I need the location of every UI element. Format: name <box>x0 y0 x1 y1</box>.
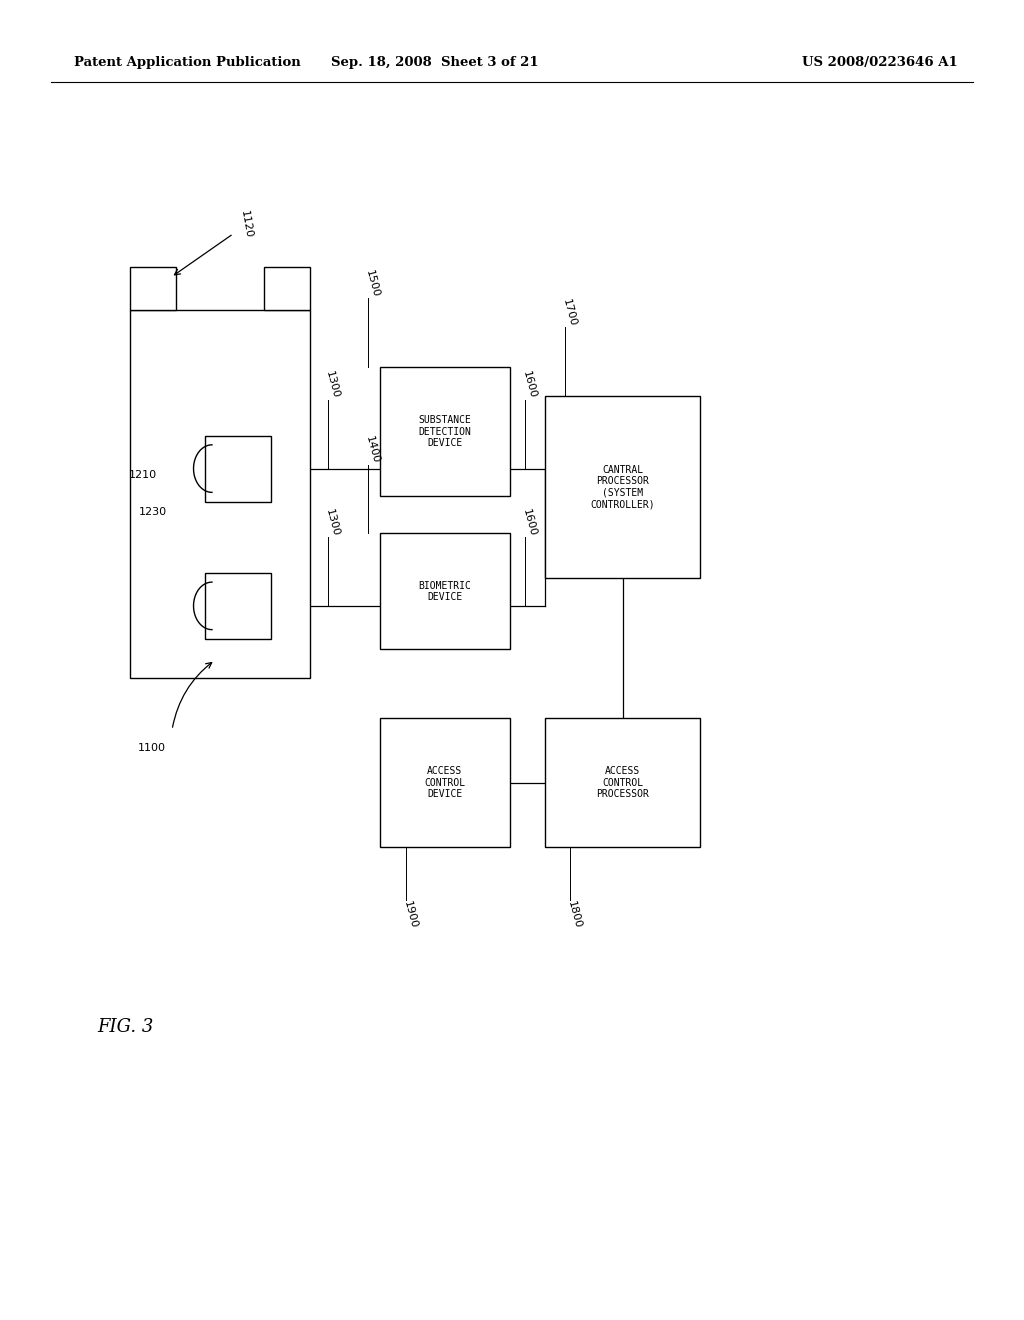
Text: 1230: 1230 <box>139 507 167 517</box>
Bar <box>130 310 310 678</box>
Bar <box>380 533 510 649</box>
Text: US 2008/0223646 A1: US 2008/0223646 A1 <box>802 55 957 69</box>
Text: 1120: 1120 <box>239 210 253 239</box>
Bar <box>205 436 271 502</box>
Bar <box>205 573 271 639</box>
Text: 1400: 1400 <box>364 434 381 465</box>
Text: 1500: 1500 <box>364 269 381 298</box>
Bar <box>545 718 700 847</box>
Text: ACCESS
CONTROL
PROCESSOR: ACCESS CONTROL PROCESSOR <box>596 766 649 800</box>
Text: 1600: 1600 <box>521 508 539 537</box>
Text: 1300: 1300 <box>324 371 341 400</box>
Text: Patent Application Publication: Patent Application Publication <box>74 55 300 69</box>
Text: 1800: 1800 <box>566 900 584 931</box>
Text: Sep. 18, 2008  Sheet 3 of 21: Sep. 18, 2008 Sheet 3 of 21 <box>332 55 539 69</box>
Bar <box>130 267 176 310</box>
Text: FIG. 3: FIG. 3 <box>97 1018 154 1036</box>
Text: SUBSTANCE
DETECTION
DEVICE: SUBSTANCE DETECTION DEVICE <box>419 414 471 449</box>
Text: CANTRAL
PROCESSOR
(SYSTEM
CONTROLLER): CANTRAL PROCESSOR (SYSTEM CONTROLLER) <box>590 465 655 510</box>
Bar <box>380 367 510 496</box>
Text: 1700: 1700 <box>561 297 579 327</box>
Text: 1210: 1210 <box>129 470 157 480</box>
Text: 1900: 1900 <box>401 900 419 931</box>
Text: 1300: 1300 <box>324 508 341 537</box>
Text: 1100: 1100 <box>137 743 166 754</box>
Bar <box>264 267 310 310</box>
Text: ACCESS
CONTROL
DEVICE: ACCESS CONTROL DEVICE <box>424 766 466 800</box>
Text: 1600: 1600 <box>521 371 539 400</box>
Bar <box>380 718 510 847</box>
Bar <box>545 396 700 578</box>
Text: BIOMETRIC
DEVICE: BIOMETRIC DEVICE <box>419 581 471 602</box>
